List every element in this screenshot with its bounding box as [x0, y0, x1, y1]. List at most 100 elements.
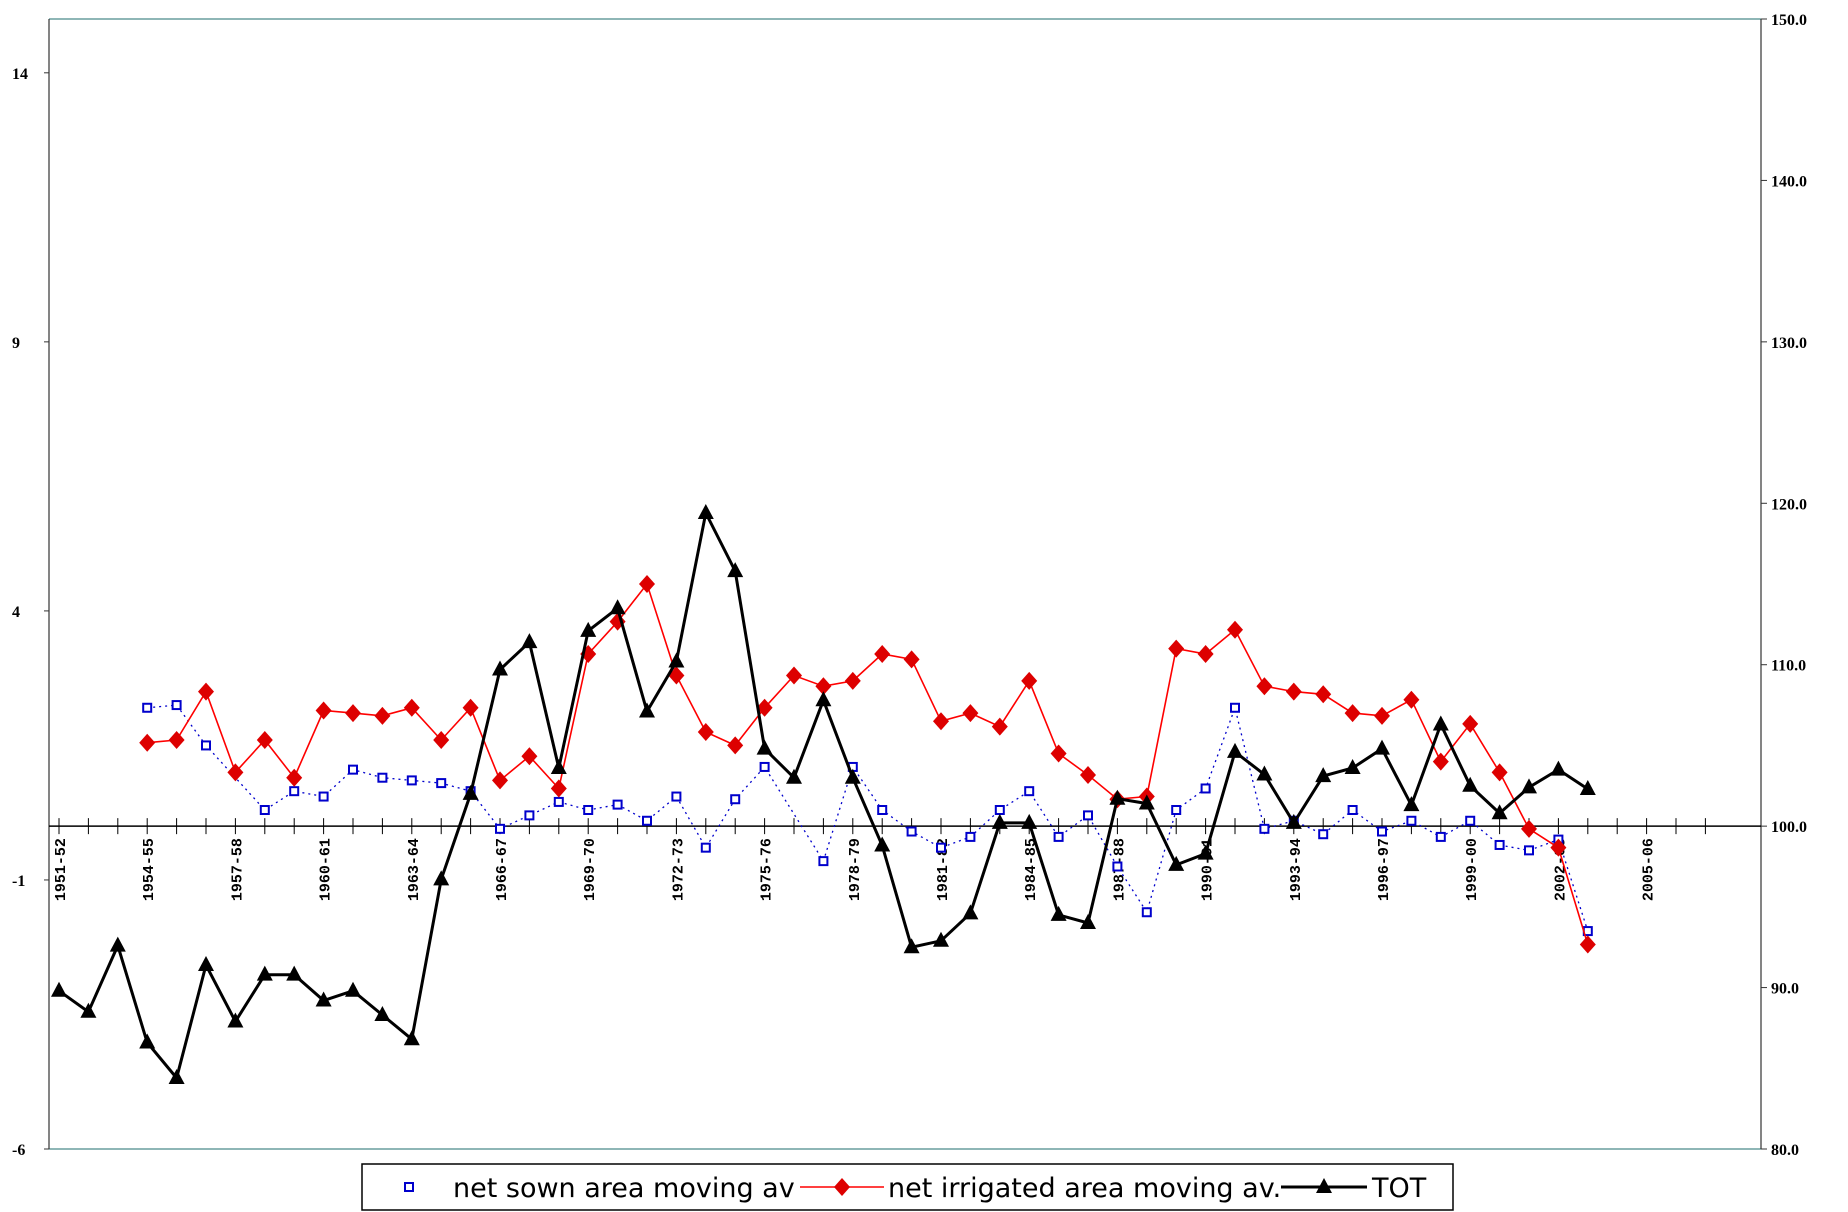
data-point: [1403, 796, 1420, 812]
data-point: [462, 784, 479, 800]
right-y-tick-label: 120.0: [1771, 496, 1807, 513]
data-point: [991, 813, 1008, 829]
left-y-axis-ticks: -6 -1 4 9 14: [12, 66, 49, 1159]
series-0: [142, 700, 1593, 937]
x-tick-label: 1954-55: [141, 838, 158, 901]
data-point: [198, 682, 214, 701]
x-tick-label: 1960-61: [318, 838, 335, 901]
data-point: [406, 775, 417, 786]
data-point: [286, 965, 303, 981]
series-2: [51, 503, 1596, 1084]
data-point: [1465, 815, 1476, 826]
data-point: [844, 768, 861, 784]
data-point: [609, 599, 626, 615]
series-1: [139, 575, 1596, 954]
data-point: [109, 936, 126, 952]
x-tick-label: 1978-79: [847, 838, 864, 901]
data-point: [697, 722, 714, 741]
x-tick-label: 1969-70: [582, 838, 599, 901]
data-point: [756, 739, 773, 755]
data-point: [1080, 766, 1096, 785]
data-point: [1344, 759, 1361, 775]
data-point: [874, 836, 891, 852]
data-point: [550, 759, 567, 775]
data-point: [1521, 778, 1537, 794]
data-point: [1550, 838, 1567, 857]
data-point: [550, 779, 567, 798]
right-y-tick-label: 140.0: [1771, 173, 1807, 190]
data-point: [639, 575, 655, 593]
legend-label: net sown area moving av: [453, 1173, 795, 1204]
data-point: [1318, 829, 1329, 840]
data-point: [1168, 639, 1185, 658]
data-point: [524, 810, 535, 821]
data-point: [1315, 685, 1332, 704]
data-point: [374, 1006, 391, 1022]
data-point: [201, 740, 211, 751]
data-point: [315, 701, 332, 720]
data-point: [256, 731, 273, 750]
data-point: [1021, 671, 1038, 690]
data-point: [1521, 819, 1537, 838]
data-point: [1050, 905, 1067, 921]
x-tick-label: 1957-58: [229, 838, 246, 901]
data-point: [1344, 704, 1361, 723]
data-point: [198, 955, 214, 971]
data-point: [403, 698, 420, 717]
data-point: [345, 704, 361, 723]
data-point: [377, 772, 388, 783]
data-point: [994, 805, 1005, 815]
data-point: [933, 712, 949, 731]
data-point: [286, 768, 303, 787]
legend-key-triangle: [1316, 1178, 1332, 1193]
data-point: [1168, 855, 1185, 871]
data-point: [168, 1068, 185, 1084]
data-point: [1200, 783, 1211, 794]
data-point: [1259, 823, 1270, 834]
series-layer: [51, 503, 1596, 1084]
data-point: [345, 981, 361, 997]
data-point: [1494, 839, 1505, 850]
data-point: [289, 786, 300, 797]
data-point: [1141, 907, 1152, 918]
data-point: [1227, 742, 1243, 758]
x-tick-label: 1966-67: [494, 838, 511, 901]
data-point: [171, 700, 182, 711]
left-y-tick-label: 9: [12, 335, 20, 352]
x-axis: 1951-52 1954-55 1957-58 1960-61 1963-64 1966-…: [49, 818, 1761, 901]
data-point: [142, 702, 153, 713]
data-point: [1403, 690, 1420, 709]
data-point: [1050, 744, 1067, 763]
x-tick-label: 1963-64: [406, 838, 423, 901]
data-point: [315, 991, 332, 1007]
right-y-tick-label: 80.0: [1771, 1142, 1799, 1159]
data-point: [1347, 805, 1358, 815]
right-y-tick-label: 90.0: [1771, 981, 1799, 998]
data-point: [730, 794, 741, 805]
right-y-tick-label: 130.0: [1771, 335, 1807, 352]
right-y-tick-label: 100.0: [1771, 819, 1807, 836]
data-point: [1462, 776, 1479, 792]
data-point: [1491, 763, 1508, 782]
data-point: [815, 691, 832, 707]
data-point: [1021, 813, 1038, 829]
data-point: [1171, 805, 1182, 815]
legend-key-diamond: [834, 1178, 850, 1196]
data-point: [1227, 620, 1243, 639]
right-y-tick-label: 110.0: [1771, 658, 1806, 675]
data-point: [671, 791, 682, 802]
data-point: [933, 931, 949, 947]
data-point: [815, 677, 832, 696]
data-point: [1374, 739, 1390, 755]
data-point: [1374, 706, 1390, 725]
data-point: [965, 831, 976, 842]
data-point: [903, 650, 920, 669]
x-tick-label: 1984-85: [1023, 838, 1040, 901]
data-point: [51, 981, 67, 997]
legend-label: TOT: [1371, 1173, 1427, 1204]
x-tick-label: 2005-06: [1641, 838, 1658, 901]
data-point: [727, 562, 744, 578]
data-point: [1112, 861, 1123, 872]
data-point: [1491, 804, 1508, 820]
